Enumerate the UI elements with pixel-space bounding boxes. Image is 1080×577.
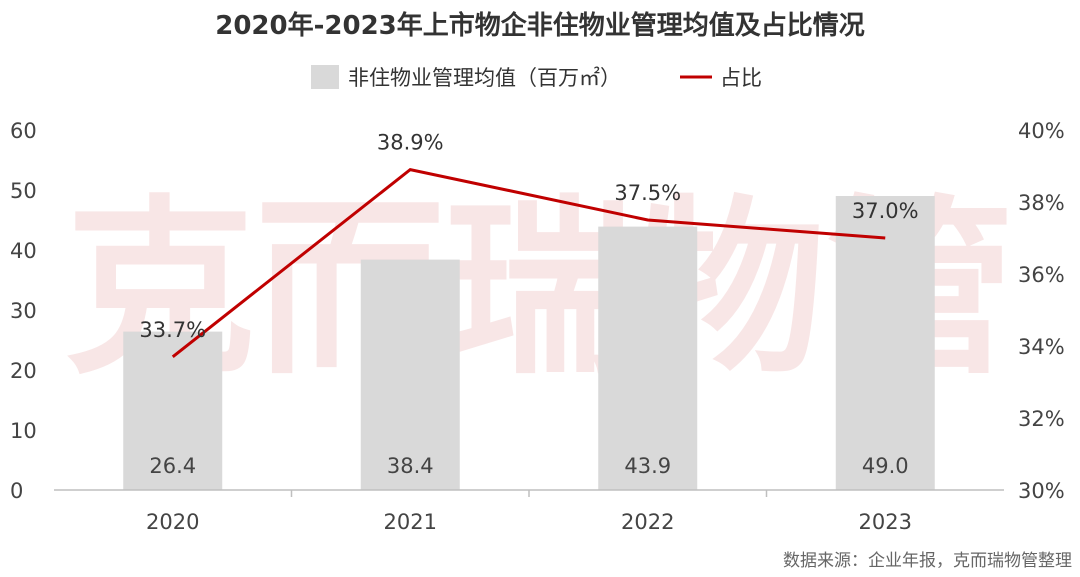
x-tick-label: 2020 bbox=[146, 510, 199, 534]
y-right-tick-label: 38% bbox=[1018, 191, 1065, 215]
y-left-tick-label: 10 bbox=[10, 419, 37, 443]
y-left-tick-label: 0 bbox=[10, 479, 23, 503]
x-tick-label: 2022 bbox=[621, 510, 674, 534]
y-right-tick-label: 40% bbox=[1018, 119, 1065, 143]
y-right-tick-label: 30% bbox=[1018, 479, 1065, 503]
share-value-label: 37.5% bbox=[614, 181, 681, 205]
share-line bbox=[171, 167, 886, 358]
legend-label-line: 占比 bbox=[720, 66, 762, 90]
legend-label-bar: 非住物业管理均值（百万㎡） bbox=[348, 66, 621, 90]
legend-swatch-bar bbox=[311, 65, 339, 89]
share-value-label: 33.7% bbox=[139, 318, 206, 342]
bar-value-label: 49.0 bbox=[862, 454, 909, 478]
bar-value-label: 26.4 bbox=[149, 454, 196, 478]
y-left-tick-label: 20 bbox=[10, 359, 37, 383]
y-left-tick-label: 50 bbox=[10, 179, 37, 203]
bar bbox=[123, 331, 223, 490]
share-value-label: 37.0% bbox=[852, 199, 919, 223]
bar-value-label: 43.9 bbox=[624, 454, 671, 478]
bar bbox=[360, 259, 460, 490]
y-left-tick-label: 40 bbox=[10, 239, 37, 263]
x-tick-label: 2023 bbox=[859, 510, 912, 534]
bar bbox=[835, 196, 935, 490]
share-value-label: 38.9% bbox=[377, 131, 444, 155]
y-left-tick-label: 60 bbox=[10, 119, 37, 143]
y-right-tick-label: 36% bbox=[1018, 263, 1065, 287]
source-note: 数据来源：企业年报，克而瑞物管整理 bbox=[783, 551, 1072, 571]
x-tick-label: 2021 bbox=[384, 510, 437, 534]
y-left-tick-label: 30 bbox=[10, 299, 37, 323]
chart-title: 2020年-2023年上市物企非住物业管理均值及占比情况 bbox=[215, 10, 865, 41]
bar bbox=[598, 226, 698, 490]
bar-value-label: 38.4 bbox=[387, 454, 434, 478]
y-right-tick-label: 32% bbox=[1018, 407, 1065, 431]
y-right-tick-label: 34% bbox=[1018, 335, 1065, 359]
